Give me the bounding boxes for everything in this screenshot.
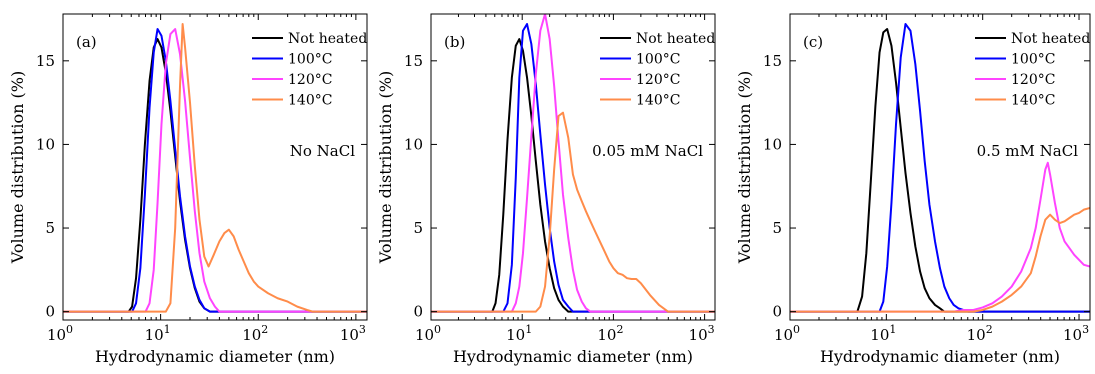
legend-label: Not heated <box>288 31 367 47</box>
panel-annotation: 0.05 mM NaCl <box>592 142 703 160</box>
legend-label: 100°C <box>636 52 680 68</box>
series-line-3 <box>790 161 1090 313</box>
y-axis-label: Volume distribution (%) <box>735 71 754 264</box>
y-tick-label: 0 <box>772 303 782 321</box>
legend-label: 120°C <box>636 72 680 88</box>
y-tick-label: 0 <box>413 303 423 321</box>
y-tick-label: 5 <box>413 219 423 237</box>
series-line-2 <box>63 28 367 313</box>
legend-label: 120°C <box>288 72 332 88</box>
chart-panel-2: 100 101 102 103 0 5 10 15 Hydrodynamic diameter … <box>376 13 716 366</box>
series-line-4 <box>63 23 367 313</box>
axes-frame <box>62 13 368 321</box>
legend-label: 120°C <box>1011 72 1055 88</box>
x-tick-label: 103 <box>689 323 715 344</box>
x-tick-label: 100 <box>415 323 441 344</box>
x-tick-label: 101 <box>870 323 896 344</box>
x-tick-label: 103 <box>1063 323 1089 344</box>
x-tick-label: 102 <box>967 323 993 344</box>
series-line-4 <box>790 207 1090 313</box>
y-tick-label: 15 <box>36 52 55 70</box>
chart-panel-1: 100 101 102 103 0 5 10 15 Hydrodynamic diameter … <box>8 13 368 366</box>
y-tick-label: 5 <box>772 219 782 237</box>
series-group <box>63 23 367 313</box>
y-tick-label: 10 <box>36 135 55 153</box>
y-tick-label: 0 <box>45 303 55 321</box>
legend: Not heated 100°C 120°C 140°C <box>252 31 367 109</box>
x-axis-label: Hydrodynamic diameter (nm) <box>95 347 335 366</box>
y-tick-label: 10 <box>763 135 782 153</box>
legend-label: 140°C <box>288 93 332 109</box>
series-group <box>431 14 715 313</box>
x-tick-label: 100 <box>47 323 73 344</box>
series-line-4 <box>431 111 715 313</box>
x-tick-label: 102 <box>597 323 623 344</box>
legend: Not heated 100°C 120°C 140°C <box>975 31 1090 109</box>
series-line-3 <box>431 14 715 313</box>
axes-frame <box>430 13 716 321</box>
legend: Not heated 100°C 120°C 140°C <box>600 31 715 109</box>
legend-label: 140°C <box>1011 93 1055 109</box>
chart-panel-3: 100 101 102 103 0 5 10 15 Hydrodynamic diameter … <box>735 13 1091 366</box>
series-line-2 <box>790 23 1090 313</box>
x-tick-label: 101 <box>145 323 171 344</box>
x-tick-label: 103 <box>340 323 366 344</box>
x-tick-label: 100 <box>774 323 800 344</box>
y-axis-label: Volume distribution (%) <box>8 71 27 264</box>
y-tick-label: 15 <box>763 52 782 70</box>
series-line-1 <box>431 38 715 313</box>
legend-label: 100°C <box>288 52 332 68</box>
panel-label: (b) <box>444 33 465 51</box>
legend-label: Not heated <box>636 31 715 47</box>
x-axis-label: Hydrodynamic diameter (nm) <box>453 347 693 366</box>
legend-label: Not heated <box>1011 31 1090 47</box>
legend-label: 100°C <box>1011 52 1055 68</box>
series-line-3 <box>63 28 367 313</box>
legend-label: 140°C <box>636 93 680 109</box>
x-tick-label: 102 <box>242 323 268 344</box>
y-tick-label: 5 <box>45 219 55 237</box>
y-axis-label: Volume distribution (%) <box>376 71 395 264</box>
x-tick-label: 101 <box>506 323 532 344</box>
panel-annotation: No NaCl <box>290 142 355 160</box>
series-group <box>790 23 1090 313</box>
panel-label: (a) <box>76 33 97 51</box>
panel-label: (c) <box>803 33 823 51</box>
x-axis-label: Hydrodynamic diameter (nm) <box>820 347 1060 366</box>
axes-frame <box>789 13 1091 321</box>
y-tick-label: 10 <box>404 135 423 153</box>
y-tick-label: 15 <box>404 52 423 70</box>
panel-annotation: 0.5 mM NaCl <box>977 142 1079 160</box>
